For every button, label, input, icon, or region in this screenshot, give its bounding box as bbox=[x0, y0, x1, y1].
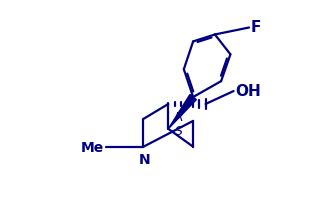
Text: N: N bbox=[139, 152, 150, 166]
Polygon shape bbox=[168, 95, 196, 129]
Text: S: S bbox=[174, 125, 182, 138]
Text: Me: Me bbox=[81, 140, 104, 154]
Text: OH: OH bbox=[236, 83, 261, 98]
Text: F: F bbox=[251, 20, 261, 35]
Text: R: R bbox=[174, 111, 183, 124]
